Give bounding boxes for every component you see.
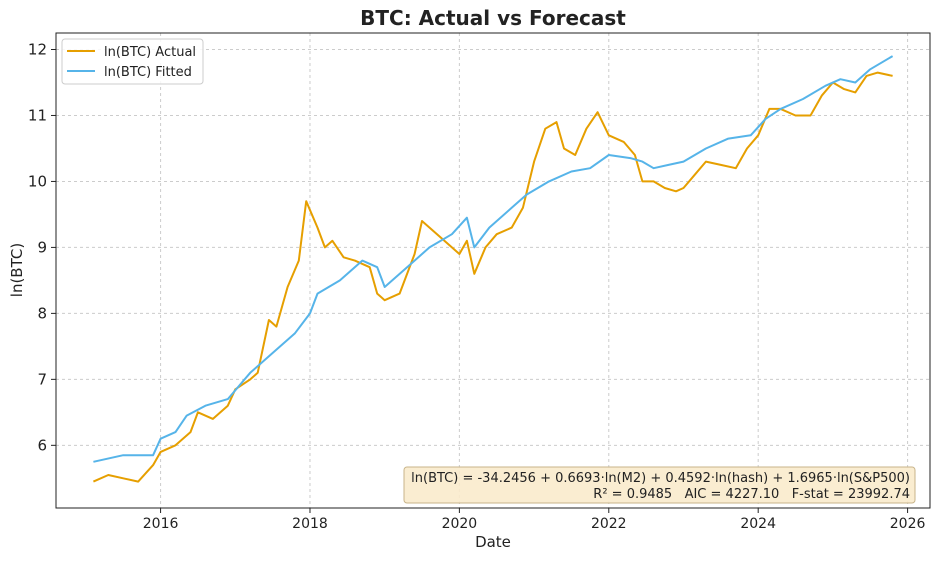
series-line-actual bbox=[92, 71, 893, 483]
y-tick-label: 10 bbox=[28, 172, 47, 190]
x-tick-label: 2024 bbox=[740, 516, 776, 532]
regression-equation: ln(BTC) = -34.2456 + 0.6693·ln(M2) + 0.4… bbox=[411, 471, 910, 486]
y-tick-label: 8 bbox=[37, 304, 47, 322]
y-axis-label: ln(BTC) bbox=[8, 243, 26, 297]
x-axis-label: Date bbox=[475, 533, 511, 551]
y-tick-label: 9 bbox=[37, 238, 47, 256]
y-tick-label: 7 bbox=[37, 370, 47, 388]
grid bbox=[56, 33, 930, 508]
axis-ticks: 2016 2018 2020 2022 2024 2026 6 7 8 9 10 11 12 bbox=[28, 40, 926, 532]
legend: ln(BTC) Actual ln(BTC) Fitted bbox=[61, 38, 204, 85]
stats-annotation: ln(BTC) = -34.2456 + 0.6693·ln(M2) + 0.4… bbox=[403, 466, 916, 504]
y-tick-label: 12 bbox=[28, 40, 47, 58]
x-tick-label: 2020 bbox=[442, 516, 478, 532]
chart-title: BTC: Actual vs Forecast bbox=[360, 6, 626, 30]
y-tick-label: 11 bbox=[28, 106, 47, 124]
regression-stats: R² = 0.9485 AIC = 4227.10 F-stat = 23992… bbox=[593, 487, 910, 502]
x-tick-label: 2026 bbox=[890, 516, 926, 532]
x-tick-label: 2022 bbox=[591, 516, 627, 532]
y-tick-label: 6 bbox=[37, 436, 47, 454]
series-line-fitted bbox=[93, 55, 894, 463]
plot-frame bbox=[55, 32, 931, 509]
x-tick-label: 2018 bbox=[292, 516, 328, 532]
x-tick-label: 2016 bbox=[143, 516, 179, 532]
series-lines bbox=[92, 55, 894, 483]
legend-label-actual: ln(BTC) Actual bbox=[104, 45, 196, 60]
legend-label-fitted: ln(BTC) Fitted bbox=[104, 65, 192, 80]
